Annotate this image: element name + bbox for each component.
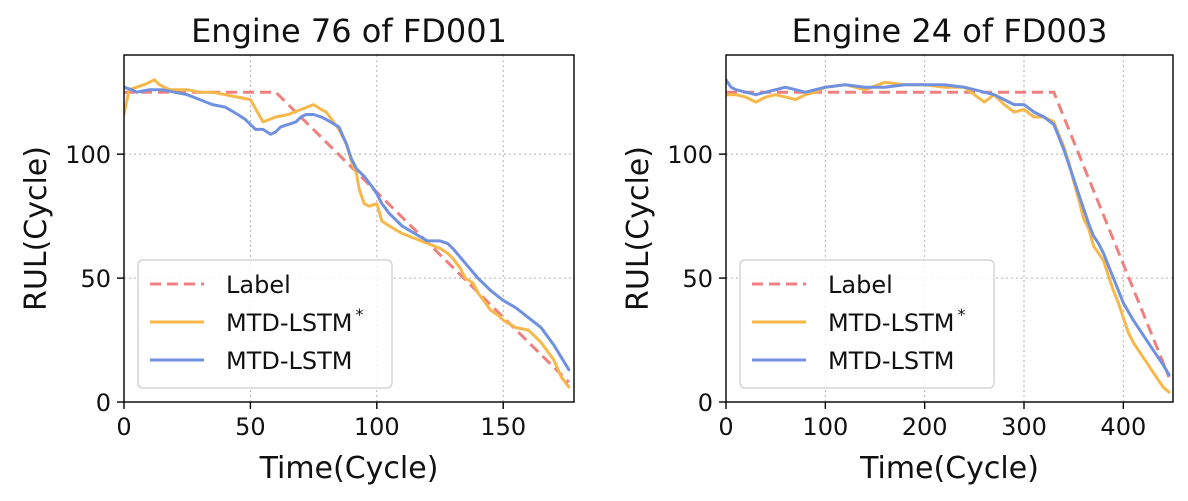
legend-label: Label [828,271,893,299]
legend-label: MTD-LSTM * [828,305,965,337]
x-tick-label: 100 [802,413,848,441]
series-line-mtd-lstm [124,85,571,372]
series-line-label [726,90,1171,378]
x-axis-label: Time(Cycle) [859,451,1039,486]
y-axis-label: RUL(Cycle) [621,146,656,311]
legend-label: MTD-LSTM [226,347,352,375]
legend-label-text: Label [828,271,893,299]
x-tick-label: 0 [718,413,733,441]
series-line-mtd-lstm [726,78,1171,377]
x-tick-label: 300 [1001,413,1047,441]
legend-label-text: MTD-LSTM [226,347,352,375]
legend-box [137,259,393,389]
x-tick-label: 0 [116,413,131,441]
x-tick-label: 200 [902,413,948,441]
chart-panel-1: 0 50 100 150 0 50 100 Engine 76 of FD001 Time(Cy… [19,12,575,486]
chart-title: Engine 76 of FD001 [191,12,507,50]
x-axis-label: Time(Cycle) [259,451,439,486]
legend-label-text: MTD-LSTM [828,347,954,375]
legend-label-text: MTD-LSTM [226,309,352,337]
x-tick-label: 100 [354,413,400,441]
legend-label-text: MTD-LSTM [828,309,954,337]
plot-frame [725,54,1174,403]
legend-label-superscript: * [957,305,965,324]
x-tick-label: 400 [1100,413,1146,441]
y-tick-label: 100 [65,141,111,169]
chart-title: Engine 24 of FD003 [792,12,1108,50]
chart-panel-2: 0 100 200 300 400 0 50 100 Engine 24 of FD003 Tim… [621,12,1174,486]
y-tick-label: 0 [96,389,111,417]
y-tick-label: 50 [80,265,111,293]
legend-label-text: Label [226,271,291,299]
x-tick-label: 50 [235,413,266,441]
legend-box [739,259,995,389]
plot-frame [123,54,575,403]
legend-label: Label [226,271,291,299]
series-line-label [124,90,570,384]
y-tick-label: 50 [682,265,713,293]
legend-label-superscript: * [355,305,363,324]
legend-label: MTD-LSTM [828,347,954,375]
y-axis-label: RUL(Cycle) [19,146,54,311]
x-tick-label: 150 [480,413,526,441]
y-tick-label: 0 [698,389,713,417]
legend-label: MTD-LSTM * [226,305,363,337]
y-tick-label: 100 [667,141,713,169]
series-line-mtd-lstm-star [124,78,571,389]
